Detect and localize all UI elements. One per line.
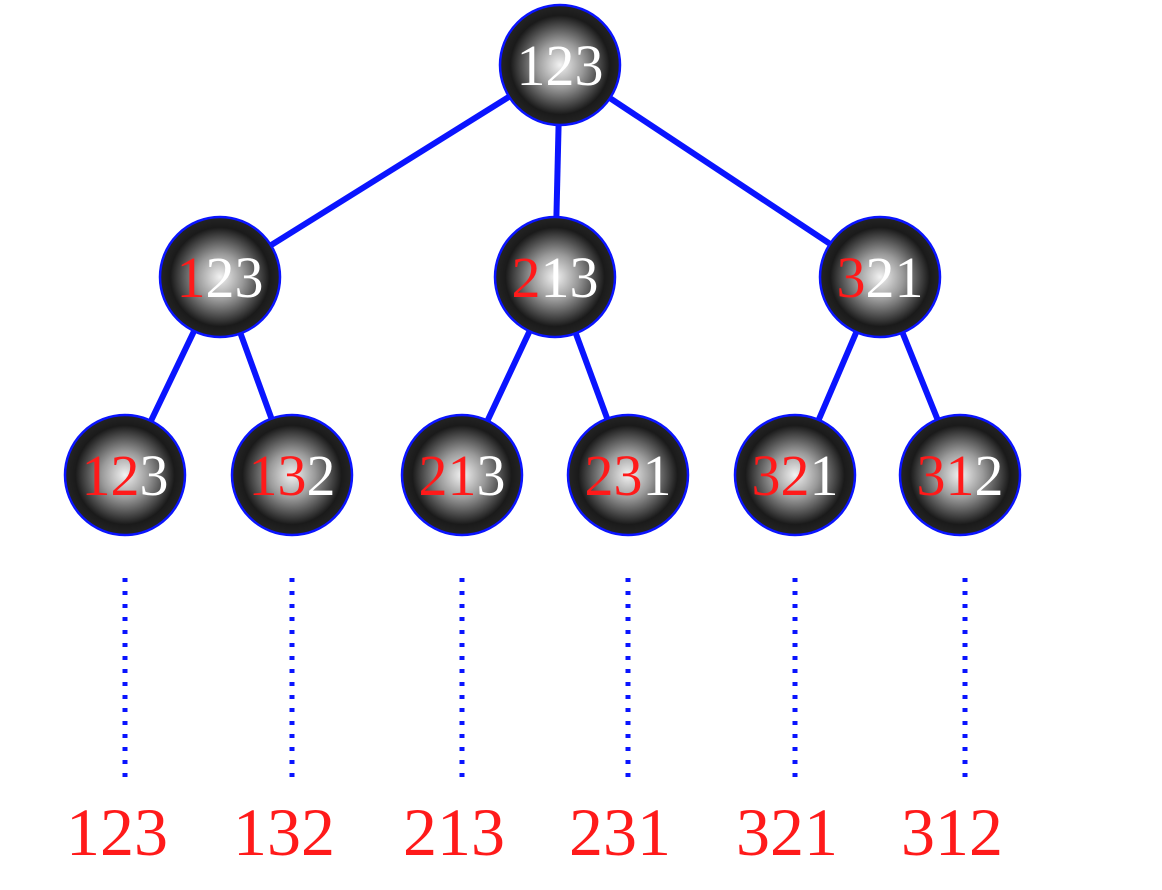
result-permutation-3: 213 [403,794,505,870]
node-digit: 2 [419,443,448,508]
sphere-node-icon [493,215,617,339]
node-digit: 2 [206,245,235,310]
level2-node-5: 321 [733,413,857,537]
node-digit: 3 [477,443,506,508]
sphere-node-icon [898,413,1022,537]
node-label: 321 [752,443,839,508]
node-digit: 3 [570,245,599,310]
level2-node-2: 132 [230,413,354,537]
node-digit: 1 [517,33,546,98]
level1-node-2: 213 [493,215,617,339]
node-digit: 2 [866,245,895,310]
node-digit: 3 [140,443,169,508]
node-digit: 3 [575,33,604,98]
node-label: 123 [517,33,604,98]
node-digit: 3 [278,443,307,508]
result-permutation-2: 132 [233,794,335,870]
sphere-node-icon [63,413,187,537]
node-digit: 2 [111,443,140,508]
node-digit: 1 [177,245,206,310]
node-label: 213 [419,443,506,508]
level2-node-1: 123 [63,413,187,537]
level2-node-4: 231 [566,413,690,537]
node-digit: 1 [448,443,477,508]
level2-node-6: 312 [898,413,1022,537]
sphere-node-icon [498,3,622,127]
node-digit: 1 [249,443,278,508]
node-digit: 2 [512,245,541,310]
node-digit: 1 [82,443,111,508]
node-label: 123 [177,245,264,310]
sphere-node-icon [733,413,857,537]
node-digit: 1 [895,245,924,310]
sphere-node-icon [400,413,524,537]
node-digit: 3 [752,443,781,508]
level1-node-3: 321 [818,215,942,339]
root-node: 123 [498,3,622,127]
leaf-connectors [122,578,968,785]
sphere-node-icon [230,413,354,537]
node-digit: 2 [781,443,810,508]
sphere-node-icon [818,215,942,339]
node-label: 123 [82,443,169,508]
edge-root-to-level1-3 [558,62,882,280]
edge-root-to-level1-1 [218,62,562,280]
node-digit: 3 [917,443,946,508]
sphere-node-icon [566,413,690,537]
node-label: 213 [512,245,599,310]
level1-node-1: 123 [158,215,282,339]
node-digit: 2 [307,443,336,508]
node-digit: 1 [643,443,672,508]
node-digit: 2 [585,443,614,508]
result-permutation-1: 123 [66,794,168,870]
level2-node-3: 213 [400,413,524,537]
node-digit: 3 [235,245,264,310]
node-label: 312 [917,443,1004,508]
node-digit: 2 [975,443,1004,508]
result-labels: 123 132 213 231 321 312 [66,794,1003,870]
node-digit: 1 [541,245,570,310]
result-permutation-4: 231 [569,794,671,870]
node-digit: 3 [614,443,643,508]
node-label: 321 [837,245,924,310]
node-digit: 1 [810,443,839,508]
sphere-node-icon [158,215,282,339]
node-label: 132 [249,443,336,508]
node-digit: 2 [546,33,575,98]
node-digit: 1 [946,443,975,508]
result-permutation-5: 321 [736,794,838,870]
node-digit: 3 [837,245,866,310]
result-permutation-6: 312 [901,794,1003,870]
node-label: 231 [585,443,672,508]
